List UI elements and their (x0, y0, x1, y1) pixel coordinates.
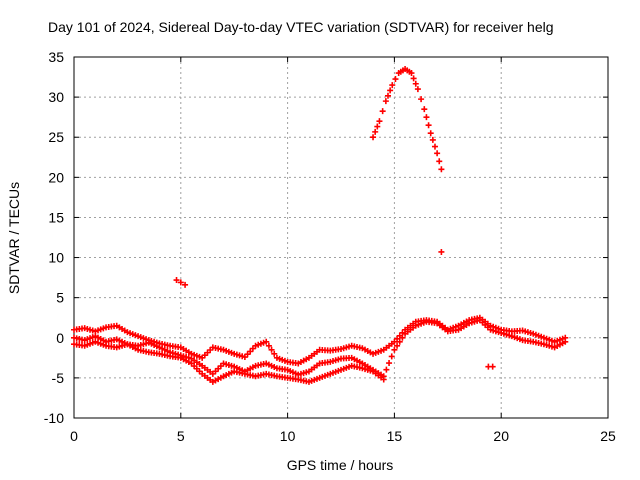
data-point (392, 76, 399, 83)
x-tick-label: 5 (177, 428, 185, 444)
data-point (391, 346, 398, 353)
y-tick-label: 5 (56, 290, 64, 306)
y-tick-label: 30 (48, 89, 64, 105)
data-point (562, 338, 569, 345)
data-point (429, 136, 436, 143)
data-point (265, 342, 272, 349)
y-tick-label: 10 (48, 250, 64, 266)
data-point (388, 353, 395, 360)
plot-frame (73, 56, 609, 419)
data-point (438, 248, 445, 255)
data-point (394, 335, 401, 342)
x-tick-label: 15 (387, 428, 403, 444)
data-point (438, 166, 445, 173)
series-trace-a (71, 314, 569, 367)
data-point (271, 350, 278, 357)
data-point (427, 130, 434, 137)
series-peak-arc (370, 66, 445, 173)
data-point (384, 92, 391, 99)
data-point (177, 279, 184, 286)
data-point (434, 150, 441, 157)
data-point (408, 70, 415, 77)
grid (74, 57, 608, 418)
data-point (418, 96, 425, 103)
data-point (386, 360, 393, 367)
data-point (394, 342, 401, 349)
data-point (389, 82, 396, 89)
data-point (387, 87, 394, 94)
data-point (182, 281, 189, 288)
data-point (370, 134, 377, 141)
data-point (399, 334, 406, 341)
y-tick-label: 35 (48, 49, 64, 65)
x-tick-label: 20 (493, 428, 509, 444)
y-tick-label: 20 (48, 169, 64, 185)
data-point (414, 86, 421, 93)
y-tick-label: 25 (48, 129, 64, 145)
data-point (391, 338, 398, 345)
data-point (379, 108, 386, 115)
x-axis-label: GPS time / hours (287, 457, 394, 473)
data-point (412, 80, 419, 87)
data-points (71, 66, 569, 385)
y-axis-label: SDTVAR / TECUs (6, 182, 22, 294)
y-tick-label: 15 (48, 209, 64, 225)
x-tick-label: 10 (280, 428, 296, 444)
data-point (410, 75, 417, 82)
data-point (425, 122, 432, 129)
data-point (383, 366, 390, 373)
data-point (268, 346, 275, 353)
x-tick-label: 25 (600, 428, 616, 444)
data-point (423, 114, 430, 121)
data-point (431, 143, 438, 150)
series-trace-c (71, 338, 387, 385)
y-tick-label: -10 (44, 410, 64, 426)
data-point (372, 128, 379, 135)
data-point (436, 158, 443, 165)
data-point (263, 338, 270, 345)
data-point (380, 376, 387, 383)
y-tick-label: -5 (52, 370, 65, 386)
data-point (396, 338, 403, 345)
axis-ticks: 0 5 10 15 20 25 -10 -5 0 5 10 15 20 25 30 35 (44, 49, 616, 444)
data-point (382, 98, 389, 105)
x-tick-label: 0 (70, 428, 78, 444)
series-outliers (173, 248, 496, 370)
data-point (489, 363, 496, 370)
data-point (374, 123, 381, 130)
chart-title: Day 101 of 2024, Sidereal Day-to-day VTE… (48, 19, 554, 35)
data-point (421, 106, 428, 113)
data-point (376, 118, 383, 125)
data-point (173, 277, 180, 284)
y-tick-label: 0 (56, 330, 64, 346)
